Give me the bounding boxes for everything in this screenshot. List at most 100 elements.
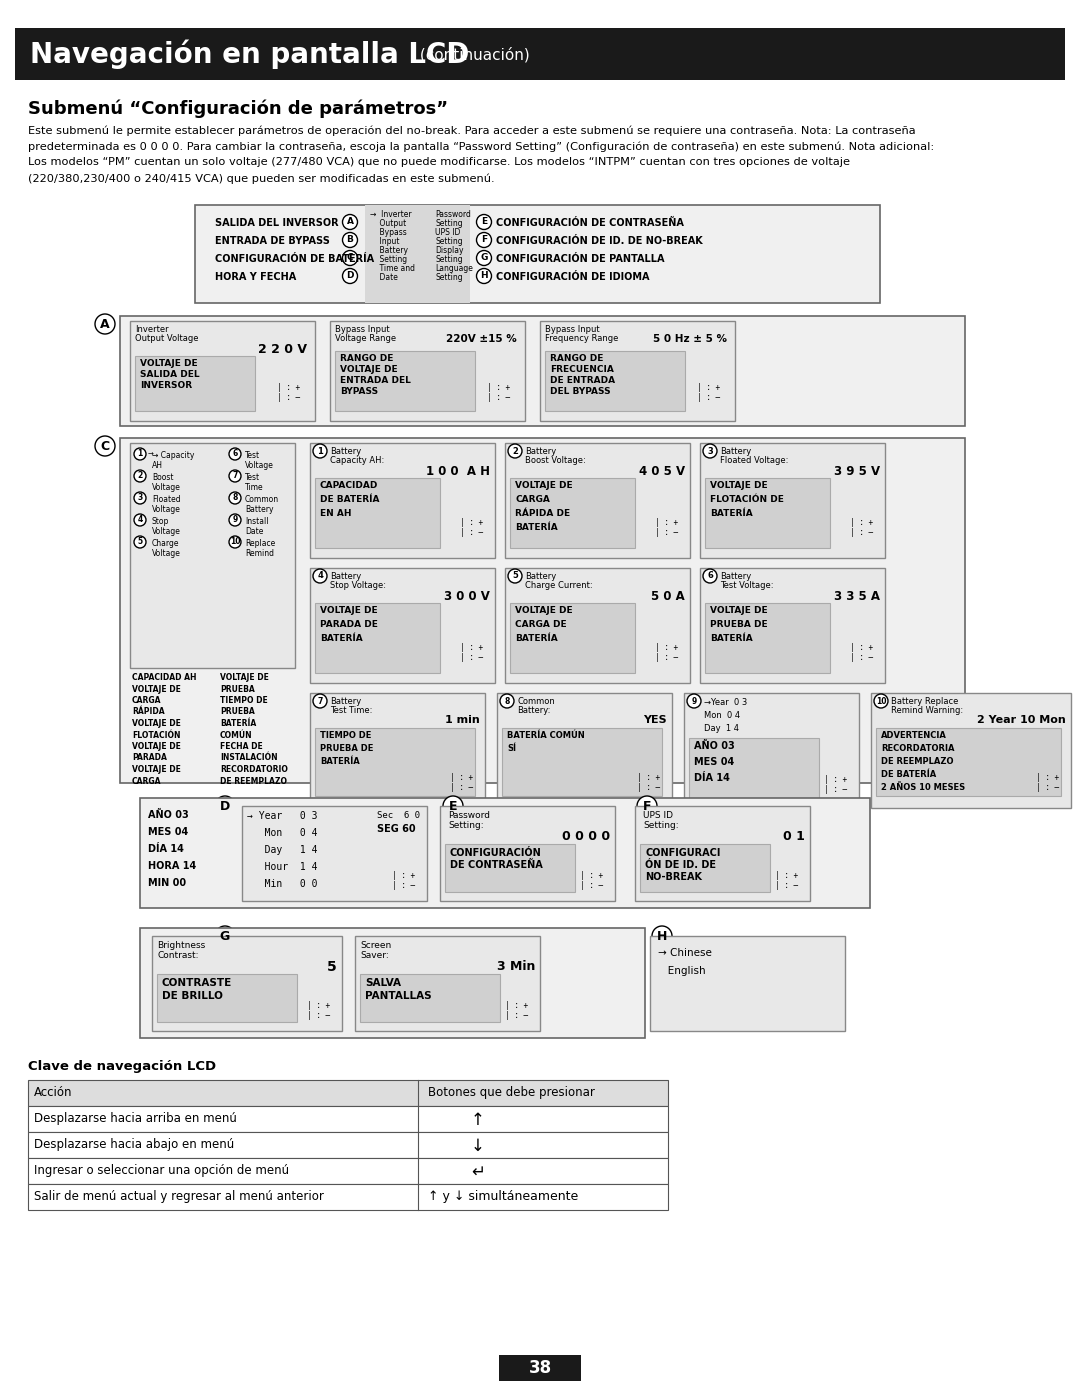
Circle shape [476,250,491,265]
Text: VOLTAJE DE: VOLTAJE DE [710,481,768,490]
Text: SALIDA DEL: SALIDA DEL [140,370,200,379]
Bar [502,728,662,796]
Text: 5 0 Hz ± 5 %: 5 0 Hz ± 5 % [653,334,727,344]
Text: Date: Date [370,272,397,282]
Bar [120,316,966,426]
Text: Time and: Time and [370,264,415,272]
Text: DE BATERÍA: DE BATERÍA [881,770,936,780]
Bar [152,936,342,1031]
Circle shape [134,536,146,548]
Text: 8: 8 [232,493,238,503]
Circle shape [229,469,241,482]
Text: 3 0 0 V: 3 0 0 V [444,590,490,604]
Text: Clave de navegación LCD: Clave de navegación LCD [28,1060,216,1073]
Bar [440,806,615,901]
Text: | : –: | : – [505,1011,528,1020]
Text: B: B [347,236,353,244]
Text: ↓: ↓ [471,1137,485,1155]
Text: DE REEMPLAZO: DE REEMPLAZO [220,777,287,785]
Text: 5: 5 [327,960,337,974]
Text: Input: Input [370,237,400,246]
Circle shape [229,448,241,460]
Text: FLOTACIÓN: FLOTACIÓN [132,731,180,739]
Text: → Year   0 3: → Year 0 3 [247,812,318,821]
Text: Boost: Boost [152,474,174,482]
Text: 2: 2 [137,472,143,481]
Text: predeterminada es 0 0 0 0. Para cambiar la contraseña, escoja la pantalla “Passw: predeterminada es 0 0 0 0. Para cambiar … [28,141,934,151]
Text: HORA 14: HORA 14 [148,861,197,870]
Text: RÁPIDA: RÁPIDA [132,707,164,717]
Text: VOLTAJE DE: VOLTAJE DE [515,606,572,615]
Text: ENTRADA DE BYPASS: ENTRADA DE BYPASS [215,236,329,246]
Text: | : –: | : – [654,528,678,536]
Bar [157,974,297,1023]
Text: English: English [658,965,705,977]
Text: Mon   0 4: Mon 0 4 [247,828,318,838]
Text: | : –: | : – [637,782,660,792]
Circle shape [134,492,146,504]
Bar [505,569,690,683]
Bar [315,478,440,548]
Bar [315,604,440,673]
Bar [705,604,831,673]
Text: MIN 00: MIN 00 [148,877,186,888]
Text: 9: 9 [232,515,238,524]
Text: Display: Display [435,246,463,256]
Text: AÑO 03: AÑO 03 [148,810,189,820]
Text: E: E [449,799,457,813]
Text: VOLTAJE DE: VOLTAJE DE [515,481,572,490]
Text: DEL BYPASS: DEL BYPASS [550,387,610,395]
Bar [640,844,770,893]
Text: (continuación): (continuación) [415,47,530,63]
Text: F: F [643,799,651,813]
Circle shape [229,492,241,504]
Text: | : +: | : + [450,773,473,782]
Bar [15,28,1065,80]
Text: Remind Warning:: Remind Warning: [891,705,963,715]
Circle shape [342,215,357,229]
Text: Botones que debe presionar: Botones que debe presionar [428,1085,595,1099]
Text: CONFIGURACI: CONFIGURACI [645,848,720,858]
Text: AH: AH [152,461,163,469]
Text: | : +: | : + [824,775,847,784]
Text: CONFIGURACIÓN DE PANTALLA: CONFIGURACIÓN DE PANTALLA [496,254,664,264]
Text: 1 0 0  A H: 1 0 0 A H [426,465,490,478]
Text: PANTALLAS: PANTALLAS [365,990,432,1002]
Circle shape [508,444,522,458]
Text: 2 Year 10 Mon: 2 Year 10 Mon [977,715,1066,725]
Text: Floated Voltage:: Floated Voltage: [720,455,788,465]
Circle shape [134,469,146,482]
Text: | : –: | : – [307,1011,330,1020]
Bar [28,1080,669,1106]
Circle shape [313,569,327,583]
Circle shape [95,436,114,455]
Circle shape [687,694,701,708]
Text: Bypass Input: Bypass Input [335,326,390,334]
Bar [540,321,735,420]
Text: BATERÍA: BATERÍA [710,509,753,518]
Text: Boost Voltage:: Boost Voltage: [525,455,585,465]
Text: Saver:: Saver: [360,951,389,960]
Bar [195,205,880,303]
Text: | : +: | : + [276,383,300,393]
Text: 3: 3 [707,447,713,455]
Text: 7: 7 [318,697,323,705]
Text: Setting: Setting [435,256,462,264]
Text: Ingresar o seleccionar una opción de menú: Ingresar o seleccionar una opción de men… [33,1164,289,1178]
Text: DE ENTRADA: DE ENTRADA [550,376,616,386]
Text: BATERÍA COMÚN: BATERÍA COMÚN [507,731,584,740]
Text: SEG 60: SEG 60 [377,824,416,834]
Text: 9: 9 [691,697,697,705]
Text: 5 0 A: 5 0 A [651,590,685,604]
Text: Time: Time [245,483,264,492]
Circle shape [703,569,717,583]
Circle shape [476,232,491,247]
Text: 10: 10 [876,697,887,705]
Text: Setting: Setting [370,256,407,264]
Text: | : –: | : – [392,882,415,890]
Text: Battery: Battery [720,447,752,455]
Text: BATERÍA: BATERÍA [320,757,360,766]
Bar [130,443,295,668]
Bar [330,321,525,420]
Text: | : +: | : + [505,1002,528,1010]
